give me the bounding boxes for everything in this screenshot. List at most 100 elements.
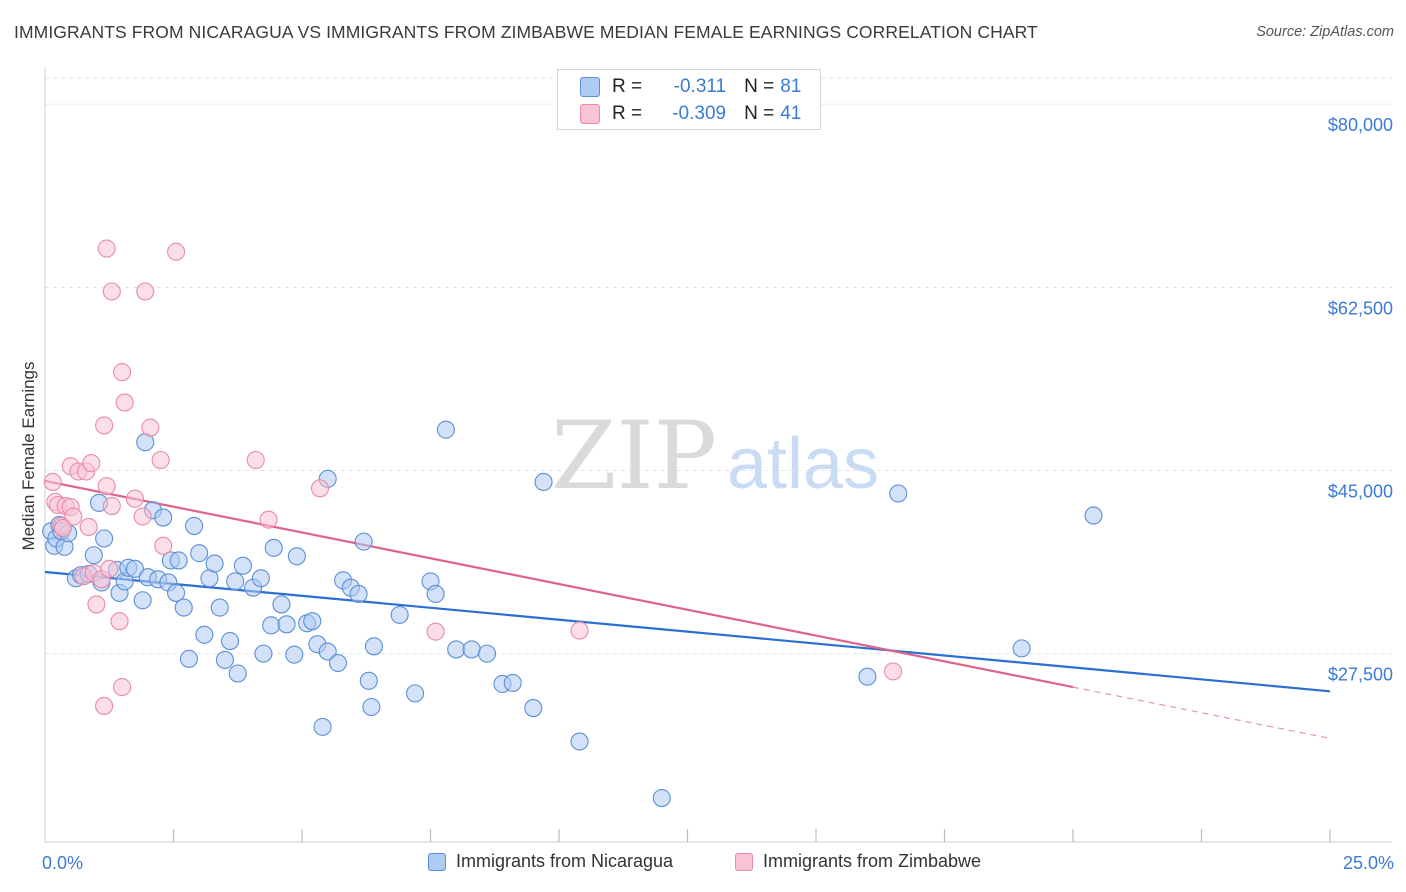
point-zimbabwe [53, 518, 73, 538]
point-nicaragua [426, 584, 445, 604]
point-nicaragua [287, 547, 306, 566]
point-nicaragua [328, 653, 348, 673]
point-nicaragua [174, 598, 193, 617]
x-axis-max-label: 25.0% [1342, 853, 1394, 873]
trend-line-zimbabwe [44, 479, 1074, 689]
point-zimbabwe [113, 363, 132, 382]
stats-r-value: -0.309 [672, 103, 727, 124]
point-nicaragua [125, 559, 144, 578]
point-zimbabwe [87, 595, 106, 614]
point-nicaragua [285, 645, 304, 664]
point-zimbabwe [95, 696, 114, 715]
point-zimbabwe [154, 536, 173, 555]
stats-row-zimbabwe: R = -0.309 N = 41 [580, 102, 801, 126]
point-zimbabwe [125, 489, 144, 508]
point-nicaragua [534, 472, 553, 492]
legend-swatch-blue [428, 852, 446, 871]
point-nicaragua [179, 649, 198, 668]
point-nicaragua [277, 615, 296, 634]
stats-n-value: 81 [780, 76, 802, 97]
point-nicaragua [462, 640, 481, 659]
point-nicaragua [318, 642, 337, 661]
point-nicaragua [652, 788, 671, 808]
point-nicaragua [477, 644, 497, 663]
point-zimbabwe [151, 450, 170, 470]
point-nicaragua [226, 572, 245, 591]
chart-title: IMMIGRANTS FROM NICARAGUA VS IMMIGRANTS … [14, 22, 1038, 42]
y-tick-labels: $27,500 $45,000 $62,500 $80,000 [1328, 115, 1393, 684]
point-nicaragua [169, 551, 188, 570]
point-nicaragua [185, 516, 204, 535]
point-nicaragua [272, 595, 291, 614]
point-nicaragua [570, 732, 589, 751]
point-nicaragua [210, 598, 229, 617]
point-zimbabwe [570, 621, 589, 640]
point-nicaragua [889, 484, 908, 503]
point-nicaragua [95, 529, 114, 548]
point-nicaragua [233, 556, 252, 575]
point-zimbabwe [102, 496, 121, 516]
point-zimbabwe [136, 282, 155, 301]
stats-swatch-pink [580, 104, 600, 124]
point-nicaragua [264, 538, 283, 557]
point-zimbabwe [426, 622, 445, 641]
point-nicaragua [154, 508, 173, 527]
legend-item-zimbabwe[interactable]: Immigrants from Zimbabwe [735, 851, 981, 872]
scatter-points [42, 239, 1103, 808]
point-nicaragua [354, 532, 373, 551]
y-tick-label: $62,500 [1328, 298, 1393, 318]
point-zimbabwe [64, 507, 83, 526]
point-zimbabwe [259, 510, 278, 529]
point-nicaragua [406, 684, 425, 703]
point-zimbabwe [115, 393, 134, 412]
point-nicaragua [133, 591, 152, 610]
point-zimbabwe [82, 454, 101, 473]
stats-legend: R = -0.311 N = 81 R = -0.309 N = 41 [557, 69, 821, 130]
y-tick-label: $45,000 [1328, 481, 1393, 501]
point-nicaragua [215, 650, 234, 669]
point-zimbabwe [102, 282, 121, 301]
point-nicaragua [390, 605, 409, 624]
point-nicaragua [436, 420, 455, 439]
point-nicaragua [84, 546, 103, 565]
point-nicaragua [251, 569, 270, 588]
point-nicaragua [1012, 639, 1031, 658]
point-zimbabwe [141, 418, 160, 437]
point-nicaragua [503, 673, 522, 692]
point-nicaragua [524, 698, 543, 718]
y-tick-label: $80,000 [1328, 115, 1393, 135]
stats-r-label: R = [612, 103, 643, 124]
point-nicaragua [220, 632, 240, 651]
point-zimbabwe [884, 662, 903, 681]
point-nicaragua [359, 671, 378, 690]
x-axis-min-label: 0.0% [42, 853, 84, 873]
stats-r-value: -0.311 [673, 76, 727, 97]
stats-n-label: N = [744, 103, 775, 124]
point-zimbabwe [95, 416, 114, 435]
point-zimbabwe [79, 517, 98, 537]
stats-swatch-blue [580, 77, 600, 97]
legend-item-nicaragua[interactable]: Immigrants from Nicaragua [428, 851, 673, 872]
point-zimbabwe [133, 507, 152, 526]
point-nicaragua [362, 697, 381, 717]
stats-r-label: R = [612, 76, 643, 97]
y-tick-label: $27,500 [1328, 665, 1393, 685]
point-zimbabwe [97, 477, 116, 496]
point-zimbabwe [97, 239, 116, 258]
point-nicaragua [254, 644, 273, 663]
point-zimbabwe [43, 472, 62, 492]
point-nicaragua [195, 625, 214, 644]
point-nicaragua [313, 717, 332, 736]
point-nicaragua [167, 583, 186, 602]
point-nicaragua [447, 640, 466, 659]
point-nicaragua [858, 667, 877, 686]
point-zimbabwe [246, 450, 265, 470]
source-credit: Source: ZipAtlas.com [1256, 24, 1394, 40]
axes [44, 67, 1392, 843]
legend-label-nicaragua: Immigrants from Nicaragua [456, 851, 674, 871]
legend-swatch-pink [735, 852, 753, 871]
point-nicaragua [349, 584, 368, 604]
point-zimbabwe [113, 678, 132, 697]
point-nicaragua [262, 616, 281, 635]
